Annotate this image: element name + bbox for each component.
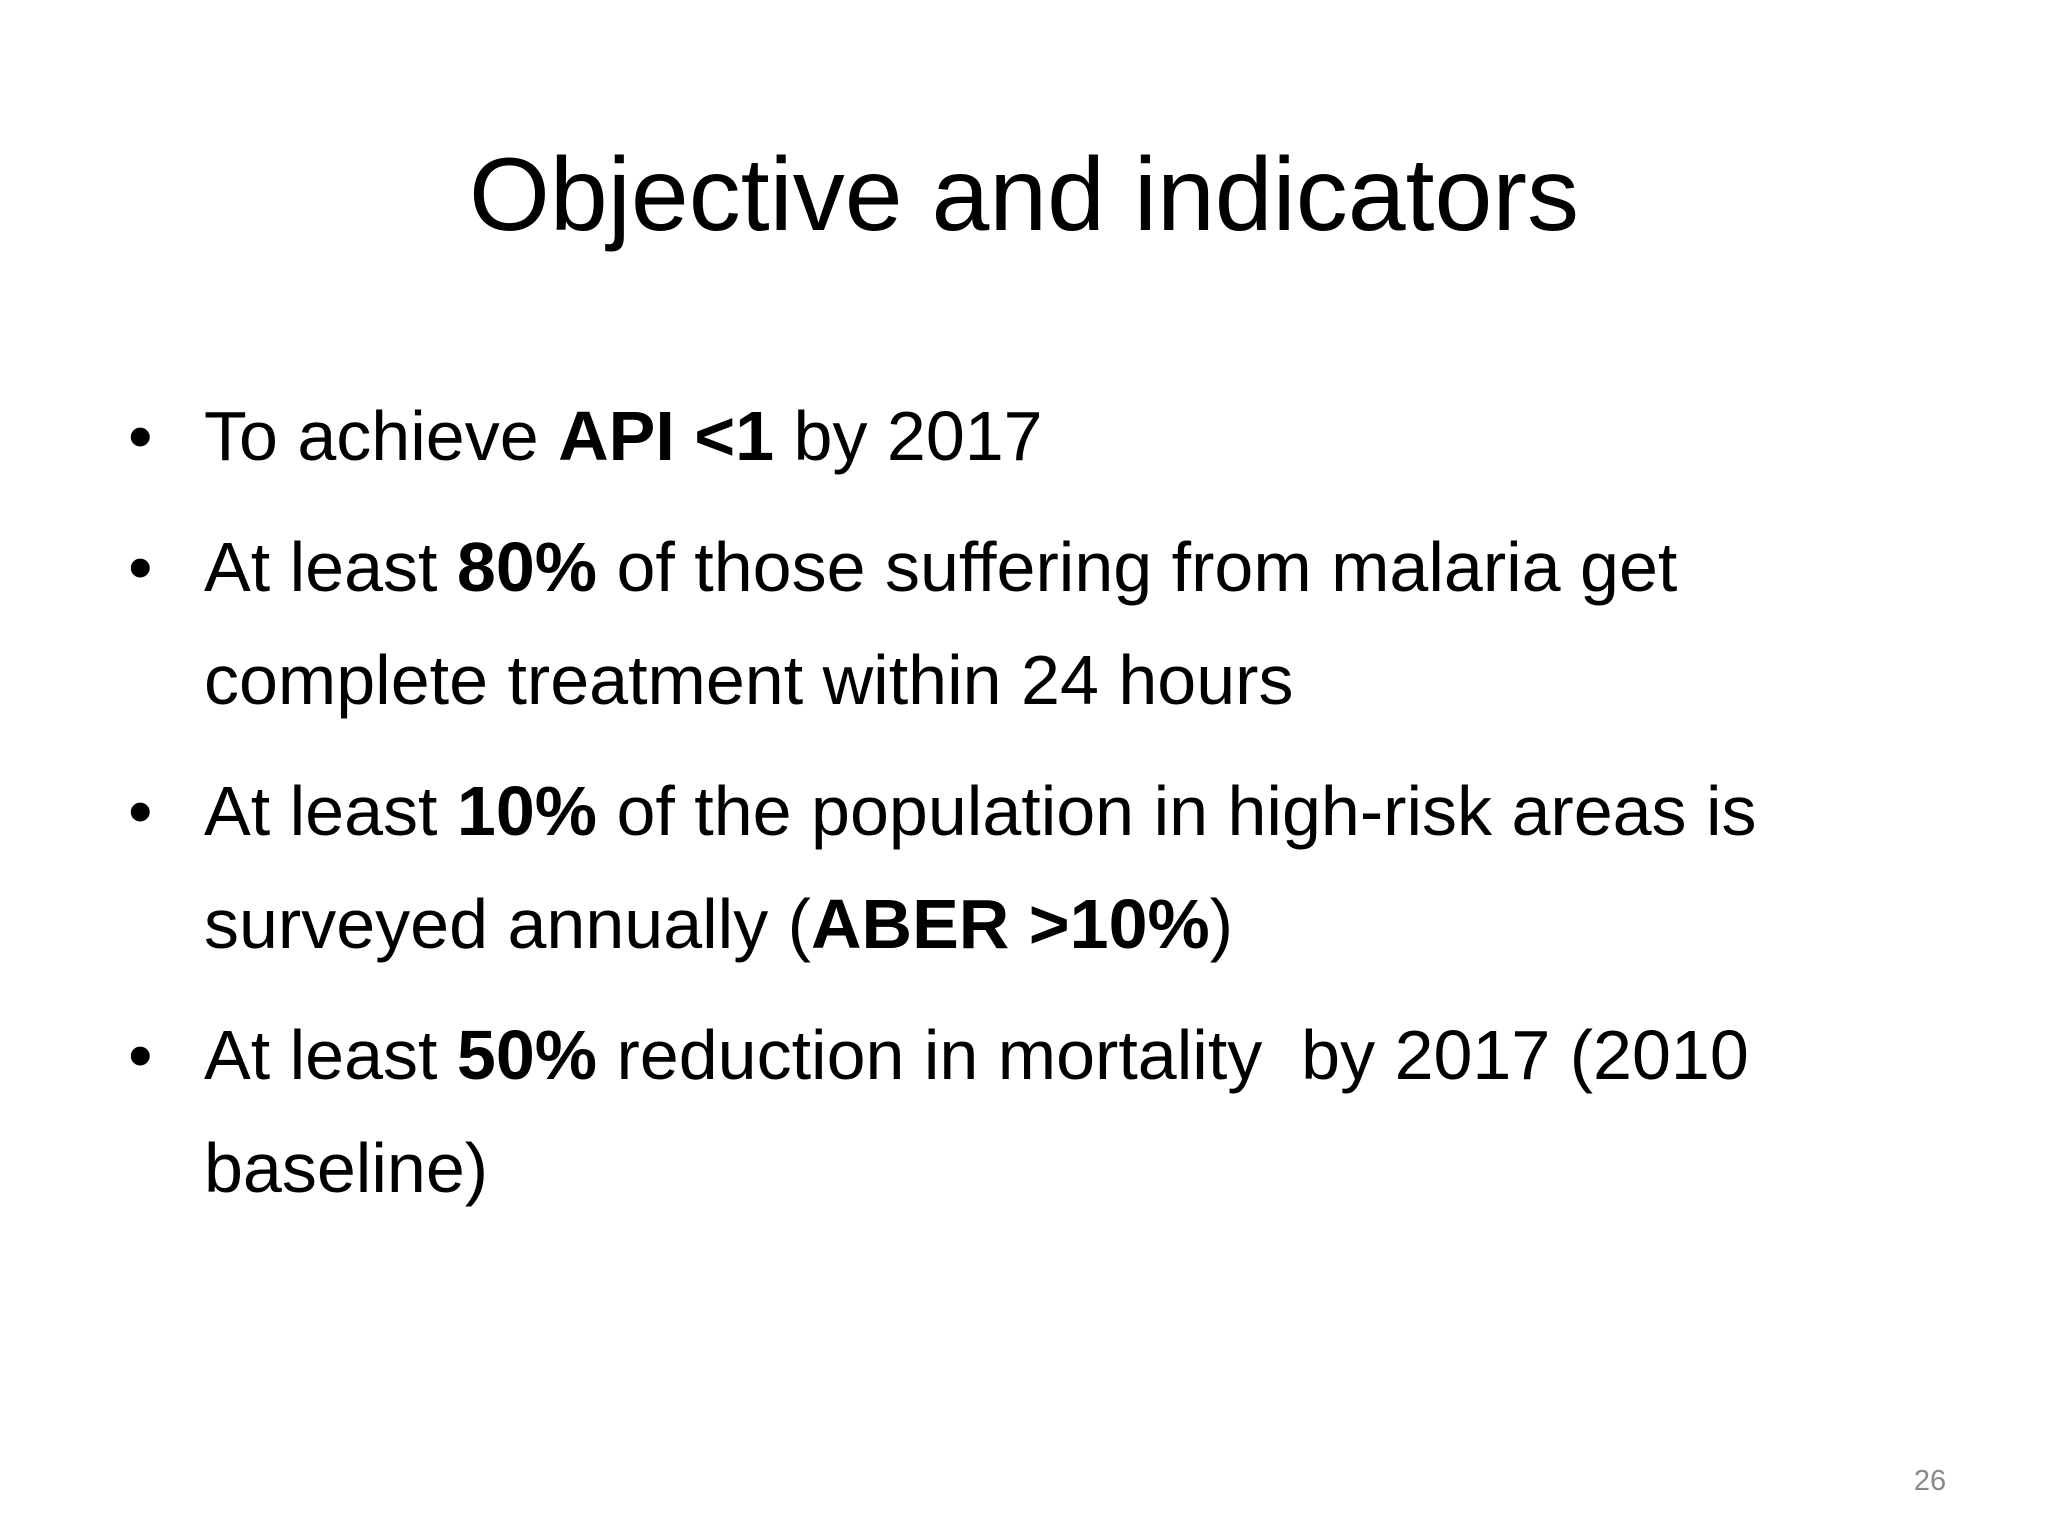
text: by 2017 (774, 397, 1043, 475)
text: of those suffering from malaria get comp… (204, 528, 1697, 719)
text: ) (1209, 885, 1234, 963)
text: of the population in high-risk areas is … (204, 772, 1777, 963)
bullet-item: At least 10% of the population in high-r… (120, 755, 1860, 981)
bold-text: 50% (456, 1016, 598, 1094)
text: At least (204, 528, 457, 606)
text: At least (204, 1016, 457, 1094)
bullet-item: At least 80% of those suffering from mal… (120, 511, 1860, 737)
text: reduction in mortality by 2017 (2010 bas… (204, 1016, 1769, 1207)
bold-text: 10% (456, 772, 598, 850)
bold-text: 80% (456, 528, 598, 606)
bold-text: ABER >10% (811, 885, 1210, 963)
bullet-list: To achieve API <1 by 2017 At least 80% of… (120, 380, 1860, 1243)
bullet-item: To achieve API <1 by 2017 (120, 380, 1860, 493)
text: At least (204, 772, 457, 850)
page-number: 26 (1913, 1465, 1947, 1497)
text: To achieve (204, 397, 559, 475)
bold-text: API <1 (558, 397, 775, 475)
bullet-item: At least 50% reduction in mortality by 2… (120, 999, 1860, 1225)
slide-title: Objective and indicators (469, 137, 1579, 253)
